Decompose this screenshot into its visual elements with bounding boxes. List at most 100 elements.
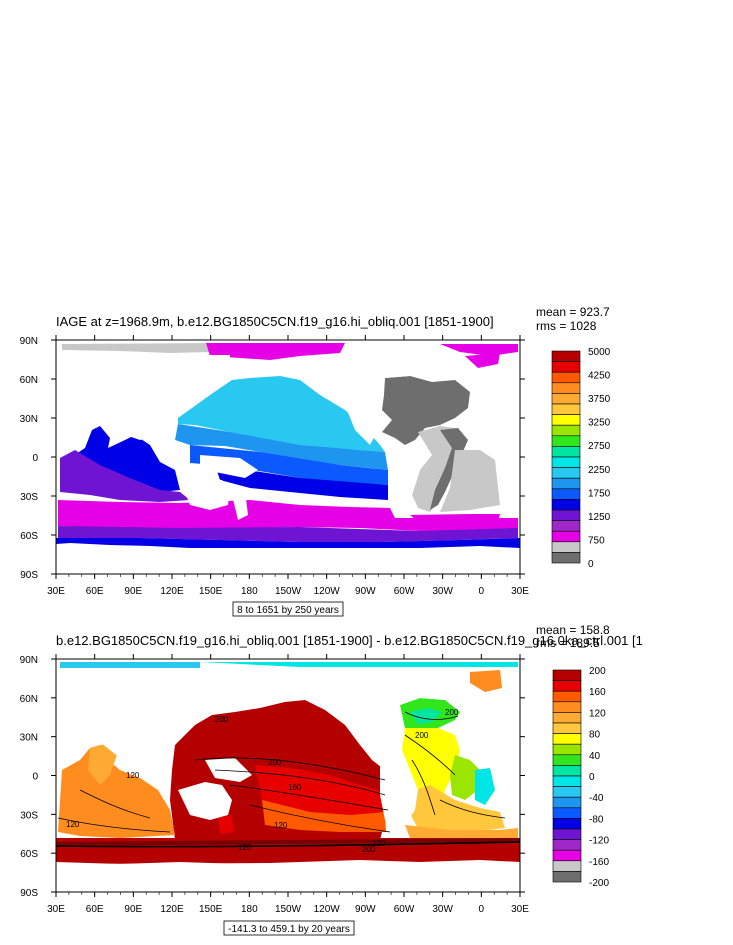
colorbar-swatch <box>552 743 582 756</box>
atlantic-darkgray <box>382 376 470 445</box>
y-tick-label: 90S <box>20 888 38 899</box>
colorbar-swatch <box>551 414 581 426</box>
colorbar-label: 2750 <box>588 441 611 452</box>
x-tick-label: 120E <box>160 904 184 915</box>
x-tick-label: 60E <box>86 586 104 597</box>
colorbar-swatch <box>551 361 581 373</box>
colorbar-label: 1250 <box>588 512 611 523</box>
colorbar-swatch <box>551 530 581 543</box>
colorbar-label: -120 <box>589 836 609 847</box>
colorbar-swatch <box>551 509 581 521</box>
y-tick-label: 30N <box>20 414 38 425</box>
panel-2-colorbar: 200 160 120 80 40 0 -40 -80 -120 -160 -200 <box>552 666 609 889</box>
antarctica-land <box>56 548 520 574</box>
pacific2-orange <box>262 800 386 832</box>
colorbar-label: 4250 <box>588 371 611 382</box>
arctic-magenta <box>206 343 345 360</box>
colorbar-swatch <box>552 849 582 862</box>
contour-label: 120 <box>274 821 288 830</box>
south-america-land <box>395 480 412 512</box>
contour-label: 120 <box>238 843 252 852</box>
colorbar-label: -80 <box>589 814 604 825</box>
colorbar-swatch <box>552 712 582 724</box>
africa2-land <box>380 750 418 832</box>
southern-magenta <box>58 500 518 532</box>
panel-2: b.e12.BG1850C5CN.f19_g16.hi_obliq.001 [1… <box>20 623 643 936</box>
colorbar-swatch <box>552 701 582 713</box>
colorbar-label: 2250 <box>588 465 611 476</box>
colorbar-swatch <box>552 828 582 840</box>
x-tick-label: 180 <box>241 586 258 597</box>
y-tick-label: 30S <box>20 810 38 821</box>
x-tick-label: 150E <box>199 904 223 915</box>
colorbar-label: 3250 <box>588 418 611 429</box>
x-tick-label: 180 <box>241 904 258 915</box>
contour-label: 200 <box>445 708 459 717</box>
panel-1: IAGE at z=1968.9m, b.e12.BG1850C5CN.f19_… <box>20 305 611 617</box>
colorbar-swatch <box>551 446 581 458</box>
contour-label: 200 <box>362 845 376 854</box>
x-tick-label: 150E <box>199 586 223 597</box>
y-tick-label: 90N <box>20 655 38 666</box>
indian2-orange <box>58 745 175 838</box>
x-tick-label: 60W <box>394 904 415 915</box>
colorbar-swatch <box>552 807 582 819</box>
y-tick-label: 90S <box>20 570 38 581</box>
x-tick-label: 30E <box>47 904 65 915</box>
y-tick-label: 60N <box>20 694 38 705</box>
pacific-blue-band <box>190 445 388 485</box>
x-tick-label: 120W <box>314 586 341 597</box>
x-tick-label: 90E <box>124 586 142 597</box>
x-tick-label: 120W <box>314 904 341 915</box>
indian2-lightorange <box>88 744 118 785</box>
colorbar-swatch <box>551 477 581 490</box>
contour-label: 200 <box>215 715 229 724</box>
indonesia-land <box>200 455 258 478</box>
x-tick-label: 90W <box>355 904 376 915</box>
atlantic-magenta-south <box>410 514 500 523</box>
colorbar-swatch <box>551 552 581 564</box>
colorbar-swatch <box>551 488 581 500</box>
pacific-cyan-north <box>178 376 385 452</box>
atlantic2-yellow <box>402 728 460 820</box>
atlantic2-orangeband <box>405 825 518 840</box>
colorbar-swatch <box>552 765 582 777</box>
colorbar-label: 5000 <box>588 347 611 358</box>
y-tick-label: 0 <box>32 453 38 464</box>
colorbar-swatch <box>552 680 582 692</box>
x-tick-label: 150W <box>275 586 302 597</box>
colorbar-swatch <box>551 499 581 511</box>
panel-1-ticks: 30E 60E 90E 120E 150E 180 150W 120W 90W 60W 30W 0 30… <box>20 335 529 597</box>
asia2-land <box>56 668 215 770</box>
colorbar-label: -200 <box>589 878 609 889</box>
contour-label: 200 <box>415 731 429 740</box>
x-tick-label: 30W <box>432 586 453 597</box>
colorbar-swatch <box>551 435 581 447</box>
panel-1-colorbar: 5000 4250 3750 3250 2750 2250 1750 1250 750 0 <box>551 347 611 570</box>
colorbar-swatch <box>551 541 581 553</box>
panel-1-mean: mean = 923.7 <box>536 305 610 319</box>
colorbar-label: 3750 <box>588 394 611 405</box>
arctic-magenta-3 <box>465 353 500 368</box>
panel-2-caption-box <box>223 920 355 936</box>
colorbar-swatch <box>551 350 581 362</box>
x-tick-label: 90W <box>355 586 376 597</box>
colorbar-swatch <box>552 860 582 872</box>
x-tick-label: 30E <box>47 586 65 597</box>
contour-label: 200 <box>268 758 282 767</box>
colorbar-swatch <box>552 690 582 703</box>
pacific-deep-blue <box>215 465 388 500</box>
contour-label: 120 <box>372 839 386 848</box>
australia2-land <box>178 782 232 820</box>
arctic-gray <box>62 343 215 353</box>
x-tick-label: 30E <box>511 586 529 597</box>
x-tick-label: 0 <box>479 586 485 597</box>
atlantic-gray-south <box>440 450 500 512</box>
colorbar-label: 0 <box>588 559 594 570</box>
asia-land <box>56 355 230 440</box>
y-tick-label: 30S <box>20 492 38 503</box>
colorbar-swatch <box>552 871 582 883</box>
panel-1-caption-box <box>232 601 344 617</box>
colorbar-label: -40 <box>589 793 604 804</box>
